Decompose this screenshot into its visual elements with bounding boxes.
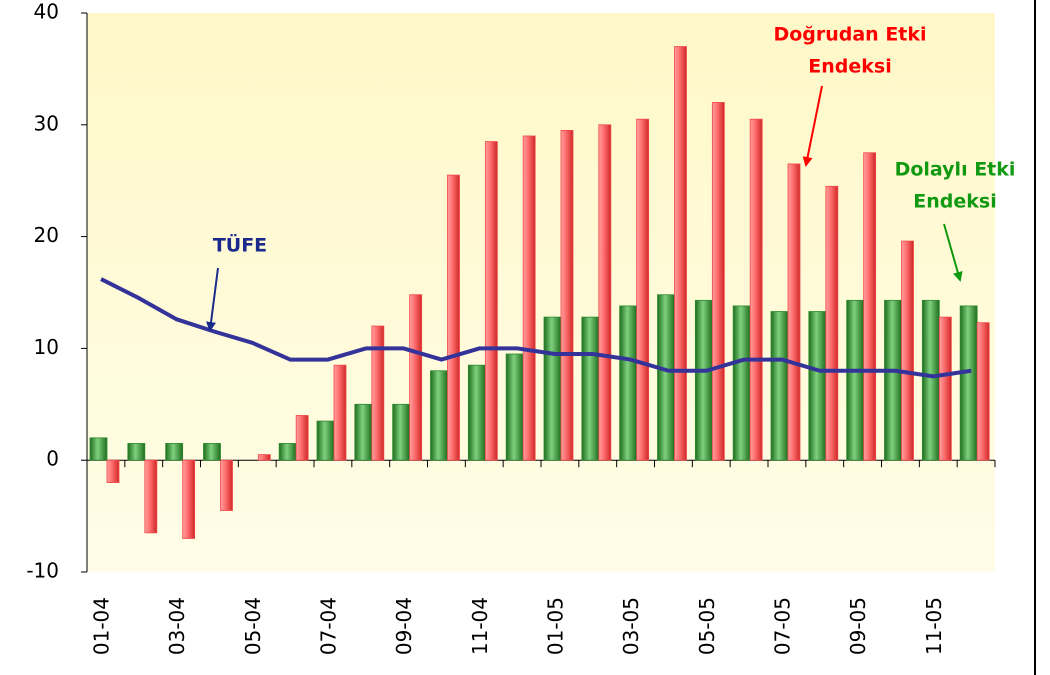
- bar: [598, 124, 612, 461]
- bar: [257, 454, 271, 461]
- x-tick-label: 09-04: [392, 597, 416, 655]
- x-tick-label: 05-05: [695, 597, 719, 655]
- annotation-arrow: [943, 223, 963, 282]
- x-tick-label: 11-05: [922, 597, 946, 655]
- bar: [484, 141, 498, 461]
- annotation-arrow: [206, 267, 219, 332]
- bar: [694, 299, 713, 461]
- x-tick-label: 03-05: [619, 597, 643, 655]
- bar: [278, 443, 297, 461]
- bar: [371, 325, 385, 461]
- plot-area: [87, 13, 995, 572]
- bar: [392, 403, 411, 461]
- bar: [522, 135, 536, 461]
- annotation: Endeksi: [913, 191, 996, 213]
- y-tick-label: -10: [26, 559, 59, 583]
- bar: [938, 316, 952, 461]
- bar: [220, 459, 233, 511]
- x-tick-label: 05-04: [241, 597, 265, 655]
- annotation: Doğrudan Etki: [773, 24, 926, 46]
- bar: [732, 305, 751, 461]
- x-tick-label: 07-05: [771, 597, 795, 655]
- bar: [409, 294, 423, 461]
- bar: [749, 118, 763, 461]
- bar: [333, 364, 347, 461]
- y-tick-label: 20: [34, 223, 59, 247]
- bar: [447, 174, 460, 461]
- bar: [808, 311, 827, 461]
- annotation: Endeksi: [808, 56, 891, 78]
- bar: [636, 118, 650, 461]
- y-tick-label: 10: [34, 335, 59, 359]
- x-tick-label: 03-04: [165, 597, 189, 655]
- bar: [316, 420, 335, 461]
- bar: [901, 240, 914, 461]
- bar: [127, 443, 146, 461]
- bar: [976, 322, 990, 461]
- bar: [543, 316, 562, 461]
- bar: [354, 403, 373, 461]
- bar: [787, 163, 801, 461]
- bar: [581, 316, 600, 461]
- x-tick-label: 01-05: [544, 597, 568, 655]
- bar: [106, 459, 120, 483]
- bar: [657, 294, 675, 461]
- bar: [863, 152, 877, 461]
- bar: [467, 364, 486, 461]
- bar: [144, 459, 158, 534]
- bar: [505, 353, 524, 461]
- bar: [846, 299, 865, 461]
- annotation: Dolaylı Etki: [895, 159, 1016, 181]
- annotation-arrow: [802, 85, 823, 167]
- x-tick-label: 07-04: [317, 597, 341, 655]
- x-tick-label: 09-05: [846, 597, 870, 655]
- bar: [619, 305, 638, 461]
- x-tick-label: 11-04: [468, 597, 492, 655]
- bar: [770, 311, 789, 461]
- bar: [165, 443, 184, 461]
- bar: [674, 46, 687, 461]
- bar: [921, 299, 940, 461]
- bar: [959, 305, 978, 461]
- bar: [89, 437, 108, 461]
- bar: [825, 185, 839, 461]
- bar: [203, 443, 221, 461]
- bar: [560, 129, 574, 461]
- bar: [295, 415, 309, 461]
- y-tick-label: 30: [34, 111, 59, 135]
- line: [100, 277, 972, 379]
- y-tick-label: 0: [46, 447, 59, 471]
- y-tick-label: 40: [34, 0, 59, 24]
- bar: [884, 299, 902, 461]
- bar: [711, 102, 725, 461]
- x-tick-label: 01-04: [90, 597, 114, 655]
- annotation: TÜFE: [213, 233, 267, 257]
- bar: [182, 459, 196, 539]
- bar: [430, 370, 448, 461]
